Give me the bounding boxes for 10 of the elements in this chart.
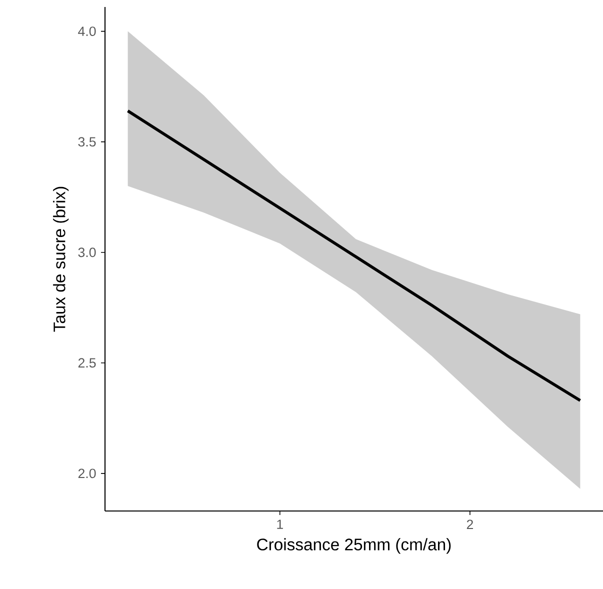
x-axis-title: Croissance 25mm (cm/an) <box>257 538 451 554</box>
x-tick-label: 2 <box>466 520 473 530</box>
x-tick-label: 1 <box>277 520 283 529</box>
line-series <box>126 109 582 402</box>
y-tick-label: 2.0 <box>78 468 96 478</box>
y-axis-title: Taux de sucre (brix) <box>53 186 69 332</box>
y-tick-label: 4.0 <box>78 26 96 36</box>
y-tick-label: 3.0 <box>78 248 96 258</box>
y-tick-label: 2.5 <box>78 358 96 368</box>
y-tick-label: 3.5 <box>78 137 96 147</box>
